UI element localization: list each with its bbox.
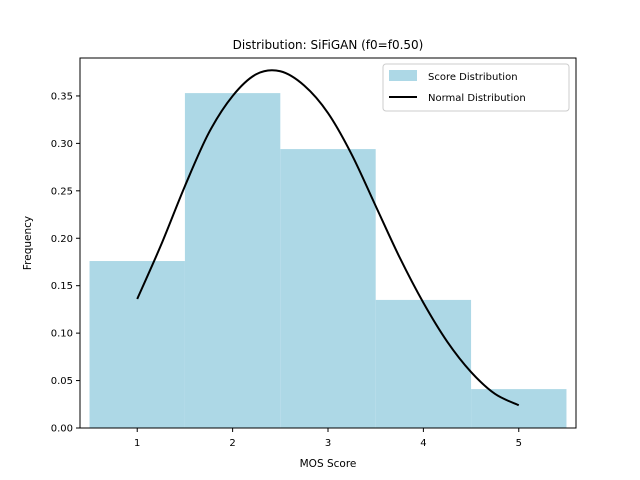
legend-swatch-score-distribution: [389, 70, 417, 81]
legend-box: [382, 63, 570, 112]
x-axis-ticks: 1 2 3 4 5: [134, 428, 522, 449]
y-axis-label: Frequency: [22, 216, 34, 270]
histogram-bar-5: [471, 389, 567, 428]
x-tick-label: 2: [229, 438, 235, 449]
y-tick-label: 0.20: [51, 234, 73, 245]
x-axis-label: MOS Score: [300, 458, 357, 470]
histogram-bar-3: [280, 149, 376, 428]
histogram-bars: [89, 93, 567, 428]
chart-title: Distribution: SiFiGAN (f0=f0.50): [233, 38, 424, 52]
y-tick-label: 0.30: [51, 139, 73, 150]
y-tick-label: 0.10: [51, 329, 73, 340]
x-tick-label: 4: [420, 438, 426, 449]
y-tick-label: 0.05: [51, 376, 73, 387]
y-tick-label: 0.35: [51, 91, 73, 102]
y-tick-label: 0.25: [51, 186, 73, 197]
y-axis-ticks: 0.00 0.05 0.10 0.15 0.20 0.25 0.30 0.35: [51, 91, 80, 435]
legend-label-normal-distribution: Normal Distribution: [428, 93, 526, 104]
normal-distribution-line: [136, 69, 520, 407]
x-tick-label: 5: [516, 438, 522, 449]
legend-label-score-distribution: Score Distribution: [428, 72, 518, 83]
y-tick-label: 0.15: [51, 281, 73, 292]
histogram-bar-1: [89, 261, 185, 428]
legend: Score Distribution Normal Distribution: [382, 63, 570, 112]
x-tick-label: 3: [325, 438, 331, 449]
histogram-bar-4: [375, 299, 472, 428]
x-tick-label: 1: [134, 438, 140, 449]
histogram-bar-2: [184, 93, 281, 428]
normal-curve: [136, 69, 520, 407]
y-tick-label: 0.00: [51, 424, 73, 435]
